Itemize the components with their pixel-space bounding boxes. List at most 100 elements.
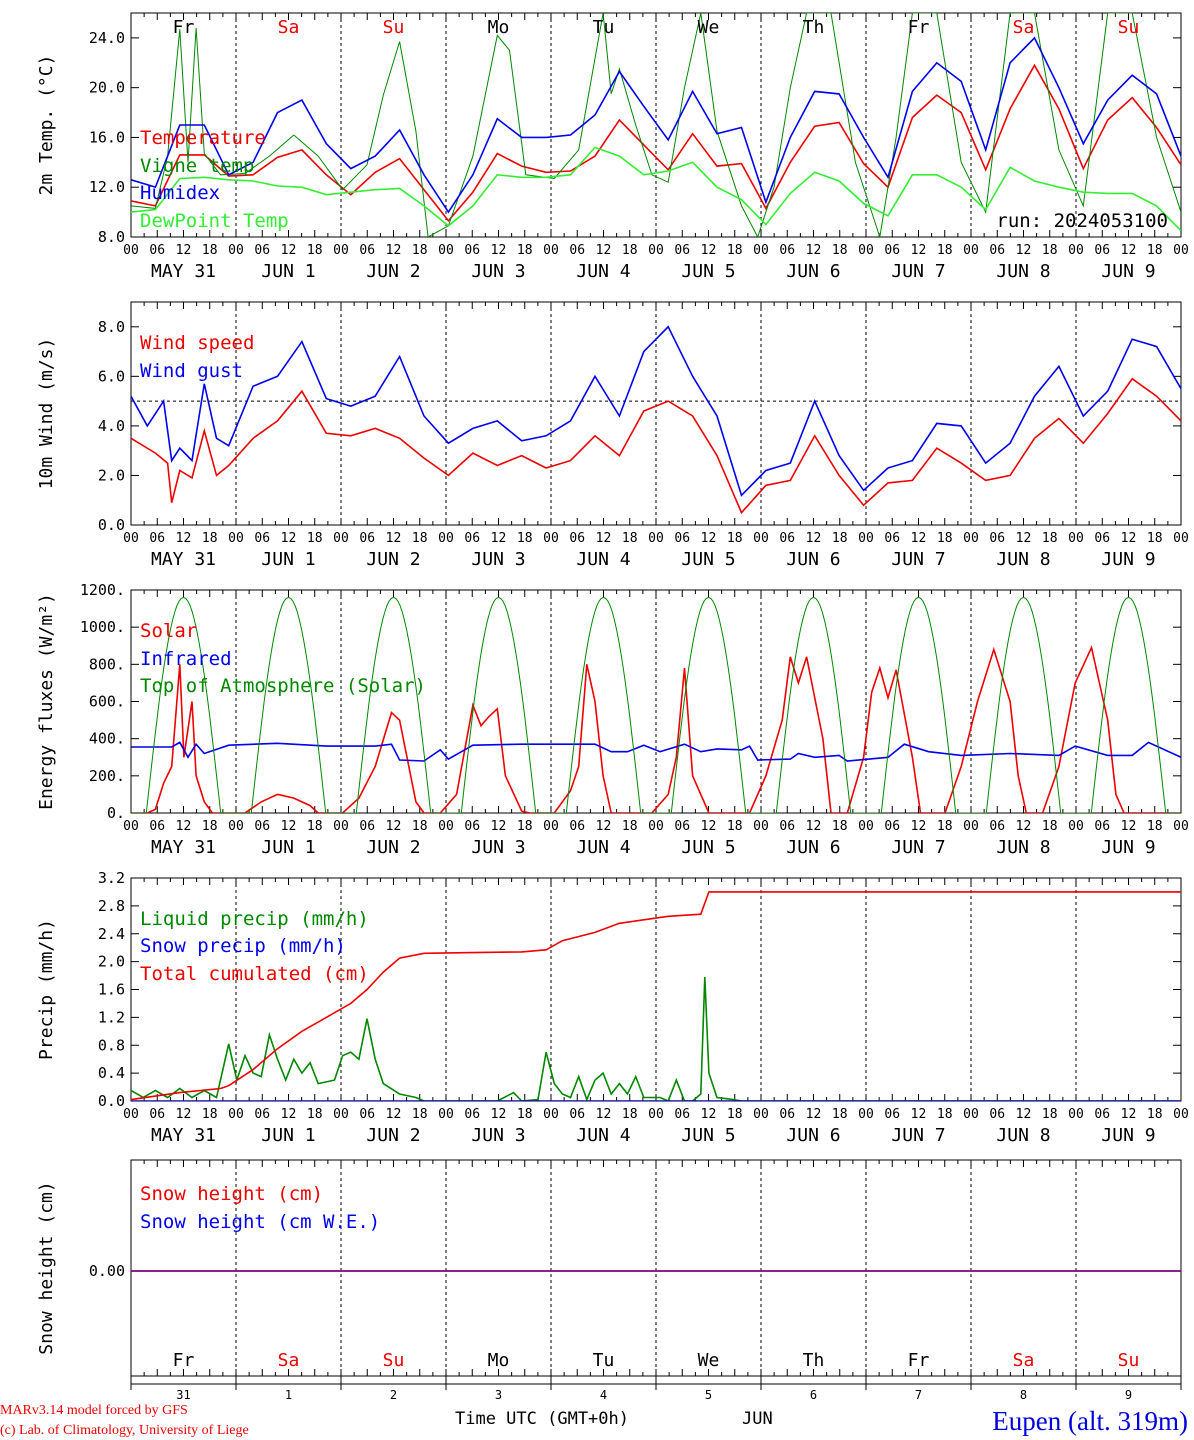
hour-tick-label: 06 (989, 1107, 1005, 1122)
hour-tick-label: 06 (569, 819, 585, 834)
series-line-temperature (131, 63, 1181, 223)
hour-tick-label: 00 (228, 1107, 244, 1122)
hour-tick-label: 18 (202, 243, 218, 258)
y-tick-label: 0.8 (98, 1036, 125, 1054)
hour-tick-label: 18 (1147, 243, 1163, 258)
hour-tick-label: 06 (989, 243, 1005, 258)
series-line-infrared (131, 741, 1181, 762)
date-label: JUN 5 (681, 837, 735, 858)
hour-tick-label: 06 (359, 1107, 375, 1122)
hour-tick-label: 06 (359, 243, 375, 258)
legend-entry: Snow precip (mm/h) (140, 935, 346, 957)
weekday-label: Th (803, 1350, 825, 1371)
hour-tick-label: 06 (464, 243, 480, 258)
y-tick-label: 8.0 (98, 228, 125, 246)
y-tick-label: 1000. (80, 618, 125, 636)
y-tick-label: 0.4 (98, 1064, 125, 1082)
weekday-label: Su (1118, 1350, 1140, 1371)
hour-tick-label: 00 (753, 531, 769, 546)
hour-tick-label: 00 (333, 819, 349, 834)
hour-tick-label: 00 (753, 1107, 769, 1122)
legend-entry: DewPoint Temp (140, 210, 289, 232)
weekday-label: Su (1118, 17, 1140, 38)
hour-tick-label: 00 (543, 1107, 559, 1122)
hour-tick-label: 18 (517, 1107, 533, 1122)
series-line-top-of-atmosphere-solar- (131, 596, 1181, 813)
hour-tick-label: 18 (1042, 1107, 1058, 1122)
hour-tick-label: 12 (701, 531, 717, 546)
hour-tick-label: 00 (1068, 531, 1084, 546)
hour-tick-label: 00 (228, 243, 244, 258)
hour-tick-label: 12 (491, 243, 507, 258)
date-label: JUN 5 (681, 1125, 735, 1146)
series-line-wind-gust (131, 325, 1181, 497)
date-label: JUN 4 (576, 1125, 630, 1146)
hour-tick-label: 12 (281, 531, 297, 546)
day-number: 5 (705, 1388, 712, 1402)
hour-tick-label: 12 (176, 531, 192, 546)
series-line-humidex (131, 36, 1181, 214)
date-label: JUN 4 (576, 837, 630, 858)
series-line-wind-speed (131, 377, 1181, 515)
hour-tick-label: 18 (832, 819, 848, 834)
weekday-label: Sa (1013, 17, 1035, 38)
date-label: JUN 2 (366, 549, 420, 570)
hour-tick-label: 06 (359, 819, 375, 834)
y-axis-label: Snow height (cm) (36, 1181, 57, 1354)
hour-tick-label: 18 (832, 243, 848, 258)
hour-tick-label: 18 (307, 243, 323, 258)
hour-tick-label: 06 (989, 819, 1005, 834)
hour-tick-label: 06 (989, 531, 1005, 546)
hour-tick-label: 12 (386, 531, 402, 546)
date-label: JUN 1 (261, 1125, 315, 1146)
hour-tick-label: 18 (202, 819, 218, 834)
hour-tick-label: 06 (674, 531, 690, 546)
y-tick-label: 1.6 (98, 981, 125, 999)
hour-tick-label: 06 (254, 243, 270, 258)
hour-tick-label: 06 (464, 1107, 480, 1122)
hour-tick-label: 18 (832, 1107, 848, 1122)
hour-tick-label: 06 (779, 531, 795, 546)
legend-entry: Solar (140, 620, 197, 642)
hour-tick-label: 00 (858, 531, 874, 546)
hour-tick-label: 12 (911, 243, 927, 258)
day-number: 7 (915, 1388, 922, 1402)
date-label: JUN 1 (261, 549, 315, 570)
hour-tick-label: 00 (123, 531, 139, 546)
y-axis-label: Precip (mm/h) (36, 919, 57, 1060)
hour-tick-label: 18 (412, 243, 428, 258)
y-tick-label: 4.0 (98, 417, 125, 435)
weekday-label: Su (383, 17, 405, 38)
hour-tick-label: 00 (648, 1107, 664, 1122)
hour-tick-label: 18 (622, 243, 638, 258)
hour-tick-label: 00 (333, 531, 349, 546)
hour-tick-label: 06 (569, 1107, 585, 1122)
hour-tick-label: 00 (333, 1107, 349, 1122)
date-label: JUN 6 (786, 1125, 840, 1146)
date-label: MAY 31 (151, 1125, 216, 1146)
hour-tick-label: 18 (412, 819, 428, 834)
date-label: JUN 7 (891, 1125, 945, 1146)
hour-tick-label: 18 (727, 819, 743, 834)
hour-tick-label: 00 (438, 1107, 454, 1122)
date-label: JUN 4 (576, 549, 630, 570)
day-number: 31 (176, 1388, 190, 1402)
y-tick-label: 16.0 (89, 128, 125, 146)
hour-tick-label: 12 (491, 819, 507, 834)
hour-tick-label: 18 (1147, 819, 1163, 834)
hour-tick-label: 00 (963, 243, 979, 258)
y-axis-label: 10m Wind (m/s) (36, 338, 57, 490)
y-tick-label: 0.00 (89, 1262, 125, 1280)
date-label: JUN 8 (996, 549, 1050, 570)
date-label: JUN 2 (366, 1125, 420, 1146)
date-label: JUN 5 (681, 261, 735, 282)
hour-tick-label: 12 (491, 531, 507, 546)
y-tick-label: 800. (89, 655, 125, 673)
hour-tick-label: 06 (254, 1107, 270, 1122)
hour-tick-label: 00 (648, 531, 664, 546)
hour-tick-label: 06 (149, 243, 165, 258)
hour-tick-label: 00 (648, 819, 664, 834)
hour-tick-label: 00 (123, 243, 139, 258)
hour-tick-label: 18 (1042, 531, 1058, 546)
hour-tick-label: 12 (596, 1107, 612, 1122)
